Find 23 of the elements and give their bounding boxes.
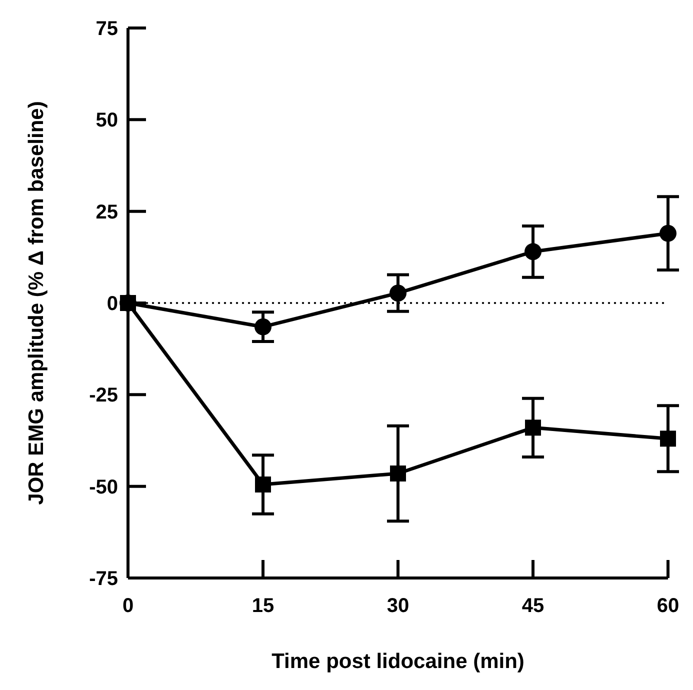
point: [524, 243, 542, 260]
y-tick-label: -25: [89, 384, 118, 407]
x-tick-label: 60: [656, 595, 680, 617]
point: [660, 430, 676, 447]
x-tick-label: 0: [122, 595, 134, 617]
y-tick-label: -75: [89, 568, 118, 590]
point: [660, 224, 676, 242]
y-axis-title: JOR EMG amplitude (% Δ from baseline): [25, 101, 48, 505]
x-axis-title: Time post lidocaine (min): [272, 650, 524, 673]
x-tick-label: 15: [252, 595, 274, 617]
point: [254, 318, 272, 336]
y-tick-label: 50: [96, 110, 118, 132]
point: [525, 420, 541, 436]
point: [255, 476, 271, 492]
y-tick-label: 0: [106, 293, 118, 315]
y-tick-label: -50: [89, 476, 118, 498]
x-tick-label: 30: [386, 595, 410, 617]
point: [120, 295, 136, 311]
y-tick-label: 75: [96, 18, 118, 40]
point: [390, 466, 406, 482]
x-tick-label: 45: [522, 595, 544, 617]
point: [390, 284, 406, 302]
y-tick-label: 25: [96, 201, 118, 224]
